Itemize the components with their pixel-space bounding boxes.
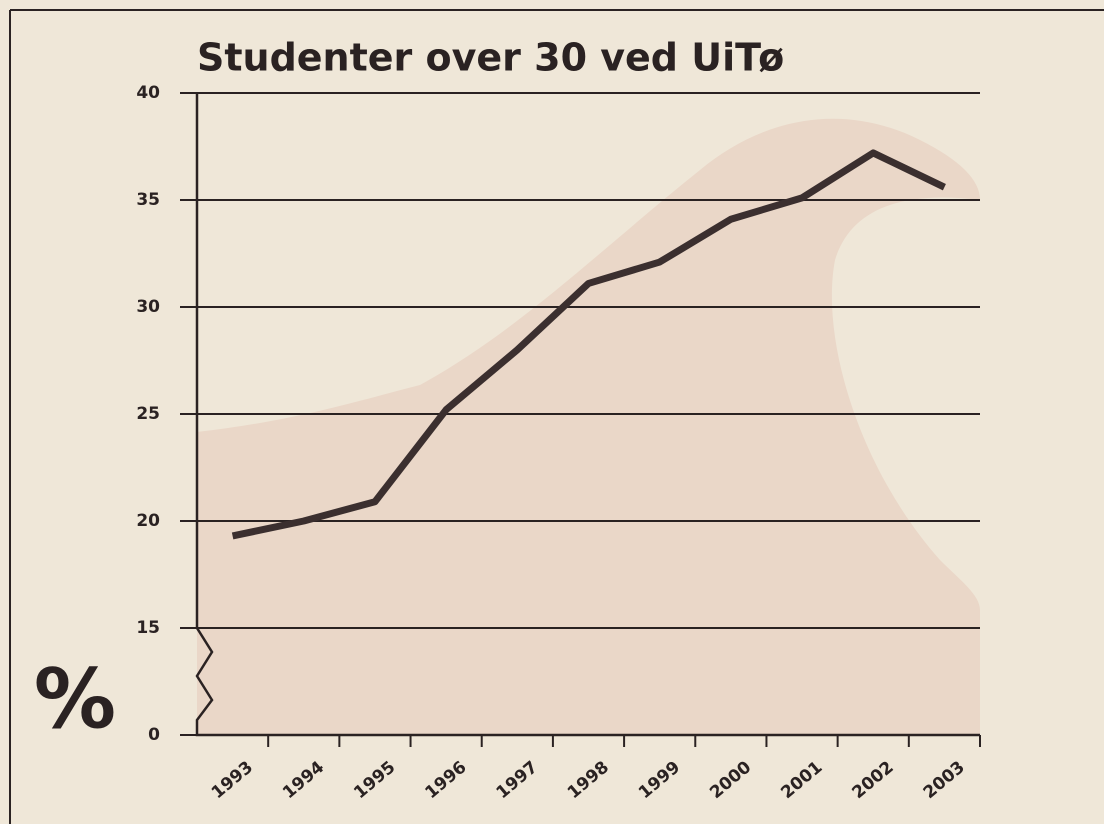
y-tick-label: 30	[136, 297, 160, 317]
y-tick-label: 35	[136, 190, 160, 210]
y-tick-label: 25	[136, 404, 160, 424]
y-tick-label: 0	[148, 725, 160, 745]
chart-title: Studenter over 30 ved UiTø	[197, 36, 784, 80]
y-tick-label: 20	[136, 511, 160, 531]
y-axis-label: %	[34, 652, 116, 747]
chart: Studenter over 30 ved UiTø % 0 15 20 25 30 35…	[0, 0, 1104, 824]
y-tick-label: 15	[136, 618, 160, 638]
y-tick-label: 40	[136, 83, 160, 103]
